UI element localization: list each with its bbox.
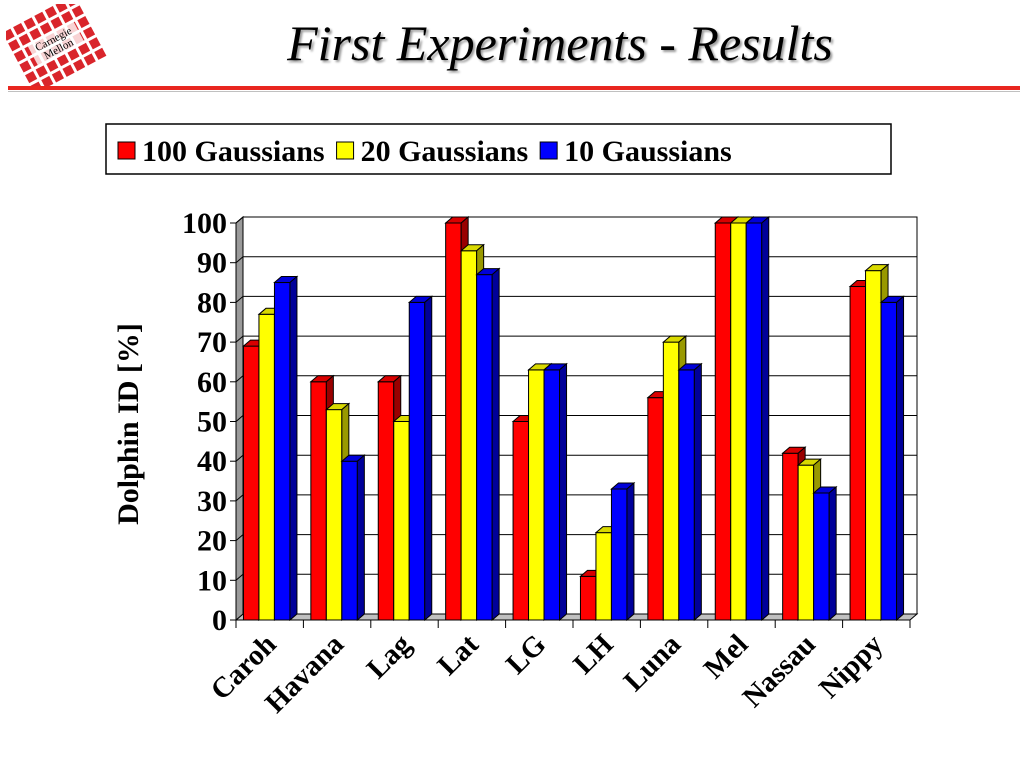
bar <box>407 295 434 622</box>
gridline <box>235 335 917 343</box>
logo-square <box>62 64 75 77</box>
title-divider <box>8 86 1020 90</box>
logo-square <box>61 11 74 24</box>
logo-square <box>55 4 68 13</box>
logo-square <box>51 70 65 83</box>
logo-square <box>35 65 48 78</box>
logo-square <box>8 39 21 52</box>
bar <box>744 215 771 622</box>
x-tick-label: LG <box>500 628 552 680</box>
bar <box>677 362 703 622</box>
logo-square <box>18 33 31 46</box>
logo-square <box>19 60 32 73</box>
gridline <box>235 256 917 264</box>
logo-square <box>13 22 26 36</box>
legend-swatch <box>539 141 558 160</box>
y-tick-label: 10 <box>197 564 227 597</box>
logo-square <box>41 75 54 86</box>
bar <box>610 481 636 622</box>
logo-square <box>23 17 36 30</box>
bars <box>242 215 905 622</box>
y-tick-label: 0 <box>212 604 227 637</box>
logo-square <box>46 59 59 72</box>
logo-square <box>77 15 90 29</box>
y-tick-label: 100 <box>182 207 227 240</box>
logo-square <box>30 81 43 86</box>
gridline <box>235 295 917 303</box>
bar <box>340 454 366 622</box>
logo-square <box>82 26 96 39</box>
legend-label: 100 Gaussians <box>142 135 325 168</box>
legend-swatch <box>117 141 136 160</box>
y-axis-ticks: 0 10 20 30 40 50 60 70 80 90 100 <box>182 207 237 637</box>
logo-square <box>39 22 53 35</box>
x-tick-label: Nassau <box>737 628 822 713</box>
legend-box <box>105 123 892 175</box>
x-tick-label: LH <box>567 628 620 681</box>
bar <box>273 275 299 622</box>
logo-square <box>34 11 47 24</box>
gridline <box>235 216 917 224</box>
logo-square <box>77 42 91 55</box>
y-tick-label: 40 <box>197 445 227 478</box>
logo-square <box>29 27 42 41</box>
legend-label: 10 Gaussians <box>564 135 732 168</box>
y-tick-label: 80 <box>197 286 227 319</box>
logo-square <box>71 5 84 18</box>
bar <box>812 485 838 622</box>
y-tick-label: 30 <box>197 485 227 518</box>
bar <box>475 267 501 622</box>
logo-square <box>73 59 86 72</box>
university-logo: Carnegie Mellon <box>6 4 107 86</box>
page-title: First Experiments - Results <box>287 15 833 71</box>
x-tick-label: Mel <box>698 628 755 685</box>
logo-square <box>13 49 26 62</box>
logo-square <box>25 70 38 84</box>
logo-square <box>94 47 107 60</box>
x-tick-label: Lat <box>431 628 485 682</box>
logo-square <box>67 48 80 61</box>
y-tick-label: 50 <box>197 406 227 439</box>
y-axis-label: Dolphin ID [%] <box>112 323 145 525</box>
legend-swatch <box>336 141 355 160</box>
title-divider-shadow <box>8 91 1020 92</box>
logo-square <box>56 54 69 67</box>
logo-square <box>88 37 101 50</box>
bar <box>879 295 905 622</box>
x-tick-label: Luna <box>618 628 688 698</box>
logo-square <box>6 28 15 41</box>
y-tick-label: 70 <box>197 326 227 359</box>
bar <box>542 362 568 622</box>
y-tick-label: 90 <box>197 247 227 280</box>
x-tick-label: Lag <box>361 628 418 685</box>
logo-square <box>44 6 58 19</box>
y-tick-label: 60 <box>197 366 227 399</box>
legend-label: 20 Gaussians <box>361 135 529 168</box>
x-tick-label: Nippy <box>813 628 890 705</box>
logo-square <box>50 16 63 29</box>
legend: 100 Gaussians 20 Gaussians 10 Gaussians <box>105 123 892 175</box>
y-tick-label: 20 <box>197 525 227 558</box>
logo-square <box>83 53 96 66</box>
